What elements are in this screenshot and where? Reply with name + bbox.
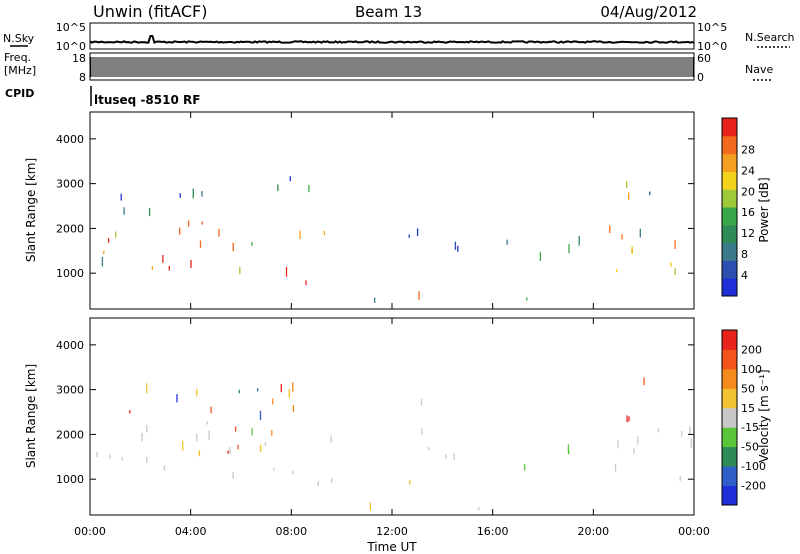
y-tick-label: 1000 <box>56 267 84 280</box>
power-scatter <box>101 176 676 303</box>
nsky-panel-frame <box>89 22 695 50</box>
colorbar-tick-label: 24 <box>741 164 755 177</box>
velocity-y-axis: 1000 2000 3000 4000 <box>56 339 694 486</box>
colorbar-swatch <box>722 207 737 226</box>
freq-tick-bottom: 8 <box>79 71 86 84</box>
power-panel-frame <box>89 111 695 310</box>
colorbar-frame <box>721 117 738 297</box>
freq-panel-frame <box>89 52 695 81</box>
velocity-scatter <box>96 377 692 511</box>
cpid-label: CPID <box>5 87 34 100</box>
nsky-series <box>89 35 695 44</box>
nsky-label: N.Sky <box>3 32 35 45</box>
colorbar-swatch <box>722 368 737 389</box>
colorbar-tick-label: -15 <box>741 421 759 434</box>
freq-tick-top: 18 <box>72 52 86 65</box>
x-tick-label: 20:00 <box>577 525 609 538</box>
colorbar-tick-label: 15 <box>741 402 755 415</box>
colorbar-swatch <box>722 466 737 487</box>
colorbar-tick-label: 12 <box>741 227 755 240</box>
colorbar-swatch <box>722 260 737 279</box>
y-tick-label: 3000 <box>56 178 84 191</box>
colorbar-swatch <box>722 171 737 190</box>
colorbar-swatch <box>722 407 737 428</box>
colorbar-tick-label: 16 <box>741 206 755 219</box>
date-label: 04/Aug/2012 <box>600 3 697 21</box>
colorbar-tick-label: 50 <box>741 382 755 395</box>
colorbar-swatch <box>722 224 737 244</box>
y-tick-label: 3000 <box>56 384 84 397</box>
colorbar-tick-label: 100 <box>741 363 762 376</box>
y-tick-label: 4000 <box>56 339 84 352</box>
colorbar-tick-label: 20 <box>741 185 755 198</box>
nsky-tick-bottom: 10^0 <box>56 40 86 53</box>
x-tick-label: 12:00 <box>376 525 408 538</box>
power-colorbar: 4 8 12 16 20 24 28 <box>721 117 755 297</box>
x-tick-label: 00:00 <box>74 525 106 538</box>
colorbar-tick-label: 28 <box>741 143 755 156</box>
y-tick-label: 4000 <box>56 133 84 146</box>
x-tick-label: 00:00 <box>678 525 710 538</box>
velocity-colorbar: 200 100 50 15 -15 -50 -100 -200 <box>721 329 766 506</box>
freq-unit: [MHz] <box>4 64 36 77</box>
colorbar-swatch <box>722 278 737 297</box>
colorbar-swatch <box>722 349 737 370</box>
nsearch-tick-top: 10^5 <box>697 21 727 34</box>
x-axis-label: Time UT <box>366 540 417 554</box>
colorbar-tick-label: 4 <box>741 269 748 282</box>
colorbar-swatch <box>722 153 737 172</box>
colorbar-tick-label: -100 <box>741 460 766 473</box>
colorbar-swatch <box>722 135 737 155</box>
velocity-colorbar-label: Velocity [m s⁻¹] <box>757 369 771 462</box>
colorbar-swatch <box>722 485 737 506</box>
y-tick-label: 1000 <box>56 473 84 486</box>
y-tick-label: 2000 <box>56 428 84 441</box>
power-y-axis: 1000 2000 3000 4000 <box>56 133 694 280</box>
colorbar-swatch <box>722 446 737 467</box>
velocity-y-label: Slant Range [km] <box>24 364 38 468</box>
colorbar-swatch <box>722 427 737 448</box>
x-tick-label: 08:00 <box>275 525 307 538</box>
nave-tick-top: 60 <box>697 52 711 65</box>
colorbar-frame <box>721 329 738 506</box>
velocity-panel-frame <box>89 317 695 516</box>
y-tick-label: 2000 <box>56 222 84 235</box>
colorbar-tick-label: 200 <box>741 343 762 356</box>
x-tick-label: 16:00 <box>477 525 509 538</box>
power-y-label: Slant Range [km] <box>24 158 38 262</box>
colorbar-swatch <box>722 242 737 261</box>
colorbar-swatch <box>722 189 737 208</box>
nave-tick-bottom: 0 <box>697 71 704 84</box>
nsearch-tick-bottom: 10^0 <box>697 40 727 53</box>
x-tick-label: 04:00 <box>175 525 207 538</box>
colorbar-swatch <box>722 118 737 137</box>
colorbar-tick-label: 8 <box>741 248 748 261</box>
nave-label: Nave <box>745 63 773 76</box>
site-title: Unwin (fitACF) <box>93 2 207 21</box>
nave-series <box>90 57 694 77</box>
colorbar-tick-label: -200 <box>741 480 766 493</box>
power-colorbar-label: Power [dB] <box>757 177 771 242</box>
cpid-text: ltuseq -8510 RF <box>94 93 200 107</box>
colorbar-swatch <box>722 388 737 409</box>
colorbar-tick-label: -50 <box>741 441 759 454</box>
beam-label: Beam 13 <box>355 3 422 21</box>
time-x-axis: 00:00 04:00 08:00 12:00 16:00 20:00 00:00 <box>74 112 710 538</box>
nsky-tick-top: 10^5 <box>56 21 86 34</box>
colorbar-swatch <box>722 330 737 350</box>
nsearch-label: N.Search <box>745 31 795 44</box>
freq-label: Freq. <box>4 51 31 64</box>
